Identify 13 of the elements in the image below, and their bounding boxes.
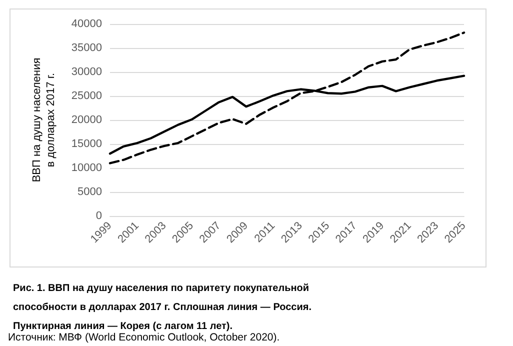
y-tick-label: 5000 <box>78 186 102 198</box>
y-tick-label: 40000 <box>71 18 102 30</box>
y-tick-label: 15000 <box>71 138 102 150</box>
line-series <box>108 32 466 164</box>
text: Рис. 1. ВВП на душу населения по паритету покупательной способности в долларах 2017 г. Сплошная линия — Россия. Пунктирная линия — Корея (с лагом 11 лет). <box>13 283 314 332</box>
y-axis-title: ВВП на душу населения в долларах 2017 г. <box>31 58 57 182</box>
y-tick-label: 0 <box>96 210 102 222</box>
y-tick-label: 25000 <box>71 90 102 102</box>
y-tick-label: 20000 <box>71 114 102 126</box>
y-tick-label: 10000 <box>71 162 102 174</box>
y-tick-label: 30000 <box>71 66 102 78</box>
y-tick-label: 35000 <box>71 42 102 54</box>
text: Источник: МВФ (World Economic Outlook, October 2020). <box>8 332 280 344</box>
